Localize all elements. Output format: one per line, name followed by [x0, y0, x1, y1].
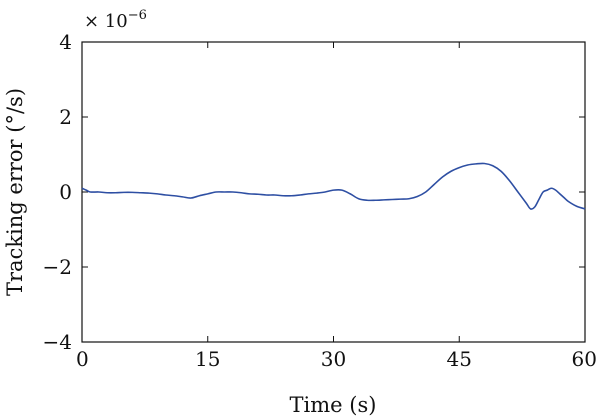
y-tick-label: 2: [59, 105, 72, 129]
y-tick-label: 0: [59, 180, 72, 204]
y-axis-label: Tracking error (°/s): [3, 88, 27, 296]
plot-frame: [81, 41, 586, 343]
y-tick-label: −4: [43, 330, 72, 354]
x-axis-ticks: 0 15 30 45 60: [76, 42, 597, 371]
x-tick-label: 30: [321, 347, 346, 371]
x-tick-label: 60: [572, 347, 597, 371]
y-multiplier: × 10−6: [84, 8, 147, 32]
x-axis-label: Time (s): [290, 393, 377, 417]
y-tick-label: −2: [43, 255, 72, 279]
x-tick-label: 15: [195, 347, 220, 371]
y-axis-ticks: −4 −2 0 2 4: [43, 30, 585, 354]
x-tick-label: 45: [447, 347, 472, 371]
x-tick-label: 0: [76, 347, 89, 371]
series-layer: [81, 162, 586, 210]
series-line: [81, 162, 586, 210]
y-multiplier-exponent: −6: [128, 8, 147, 23]
y-multiplier-base: × 10: [84, 11, 128, 32]
y-tick-label: 4: [59, 30, 72, 54]
